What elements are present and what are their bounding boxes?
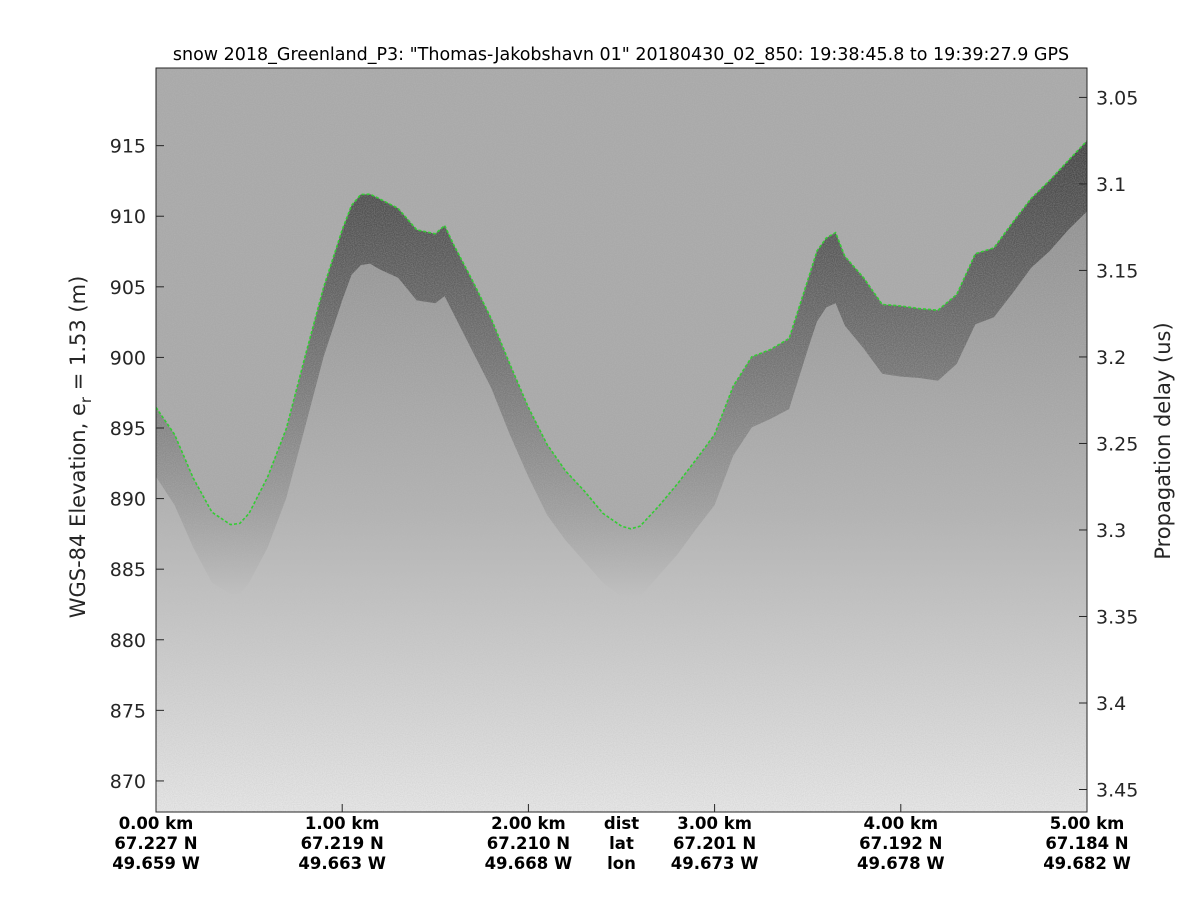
- bottom-axis-lon-label: 49.678 W: [857, 854, 945, 873]
- bottom-axis-lon-label: 49.682 W: [1043, 854, 1131, 873]
- left-axis-tick-label: 885: [110, 559, 146, 581]
- bottom-axis-lon-label: 49.663 W: [298, 854, 386, 873]
- right-axis-tick-label: 3.4: [1096, 693, 1126, 715]
- right-axis-tick-label: 3.3: [1096, 520, 1126, 542]
- left-axis-tick-label: 890: [110, 489, 146, 511]
- right-axis-label: Propagation delay (us): [1151, 322, 1175, 559]
- bottom-axis-dist-label: 1.00 km: [305, 814, 380, 833]
- right-axis-tick-label: 3.15: [1096, 260, 1138, 282]
- left-axis-tick-label: 915: [110, 136, 146, 158]
- bottom-axis-lon-label: 49.673 W: [671, 854, 759, 873]
- right-axis-tick-label: 3.25: [1096, 433, 1138, 455]
- left-axis-label: WGS-84 Elevation, er = 1.53 (m): [66, 276, 95, 619]
- bottom-axis-lat-label: 67.184 N: [1045, 834, 1128, 853]
- bottom-axis-lon-label: 49.668 W: [485, 854, 573, 873]
- bottom-axis-lat-label: 67.219 N: [301, 834, 384, 853]
- left-axis-tick-label: 900: [110, 347, 146, 369]
- bottom-axis-lat-label: 67.201 N: [673, 834, 756, 853]
- bottom-axis-row-name: lat: [609, 834, 634, 853]
- left-axis-tick-label: 875: [110, 700, 146, 722]
- bottom-axis-row-name: dist: [604, 814, 639, 833]
- bottom-axis-dist-label: 0.00 km: [119, 814, 194, 833]
- left-axis-tick-label: 905: [110, 277, 146, 299]
- right-axis-tick-label: 3.35: [1096, 606, 1138, 628]
- right-axis: 3.05 3.1 3.15 3.2 3.25 3.3 3.35 3.4 3.45: [1079, 87, 1138, 802]
- left-axis-label-tail: = 1.53 (m): [66, 276, 90, 397]
- chart-title: snow 2018_Greenland_P3: "Thomas-Jakobsha…: [173, 45, 1069, 65]
- bottom-axis-dist-label: 5.00 km: [1050, 814, 1125, 833]
- bottom-axis-lat-label: 67.210 N: [487, 834, 570, 853]
- right-axis-tick-label: 3.1: [1096, 174, 1126, 196]
- plot-frame: [155, 67, 1088, 813]
- bottom-axis-row-name: lon: [607, 854, 636, 873]
- left-axis-tick-label: 880: [110, 630, 146, 652]
- right-axis-tick-label: 3.05: [1096, 87, 1138, 109]
- left-axis-tick-label: 870: [110, 771, 146, 793]
- bottom-axis-dist-label: 4.00 km: [863, 814, 938, 833]
- bottom-axis-dist-label: 3.00 km: [677, 814, 752, 833]
- bottom-axis-dist-label: 2.00 km: [491, 814, 566, 833]
- bottom-axis-lat-label: 67.227 N: [114, 834, 197, 853]
- bottom-axis-lat-label: 67.192 N: [859, 834, 942, 853]
- left-axis-tick-label: 895: [110, 418, 146, 440]
- bottom-axis-lon-label: 49.659 W: [112, 854, 200, 873]
- right-axis-tick-label: 3.45: [1096, 780, 1138, 802]
- speckle-texture: [156, 68, 1087, 812]
- left-axis: 870 875 880 885 890 895 900 905 910 915: [110, 136, 164, 793]
- left-axis-tick-label: 910: [110, 206, 146, 228]
- left-axis-label-subscript: r: [77, 396, 95, 403]
- right-axis-tick-label: 3.2: [1096, 347, 1126, 369]
- surface-tracking-line: [156, 140, 1087, 530]
